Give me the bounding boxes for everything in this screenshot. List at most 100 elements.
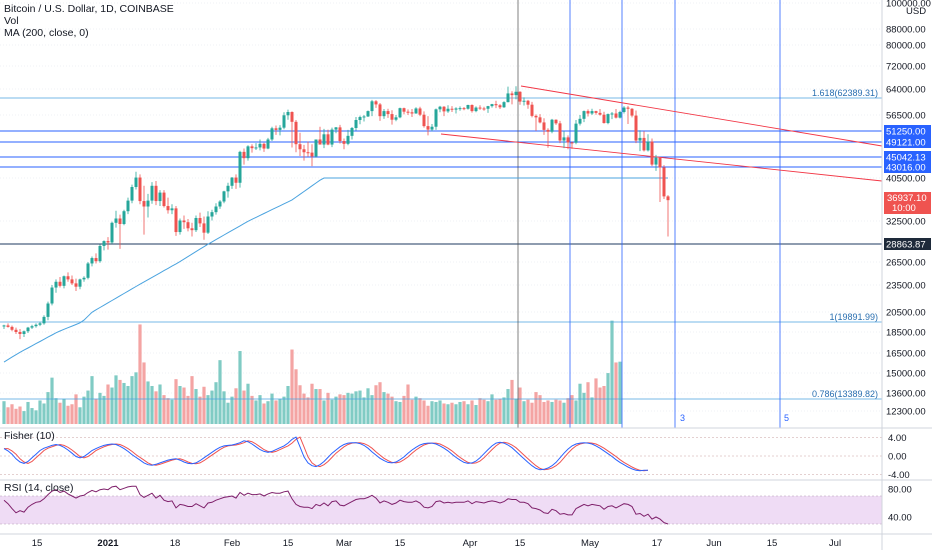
candle-body <box>54 281 58 288</box>
candle-body <box>146 200 150 207</box>
candle-body <box>254 147 258 149</box>
horizontal-levels[interactable] <box>0 97 882 400</box>
candle-body <box>666 196 670 201</box>
volume-bar <box>206 395 210 424</box>
bar-count-marker: 3 <box>680 413 685 423</box>
candle-body <box>270 128 274 140</box>
trend-channel[interactable] <box>440 85 883 182</box>
candle-body <box>174 208 178 233</box>
candle-body <box>534 115 538 118</box>
candle-body <box>410 112 414 114</box>
time-axis[interactable]: 15 2021 18 Feb 15 Mar 15 Apr 15 May 17 Jun 15 Jul <box>32 538 841 549</box>
volume-bar <box>478 398 482 424</box>
candle-body <box>190 228 194 231</box>
volume-bar <box>346 392 350 424</box>
volume-bar <box>414 396 418 424</box>
volume-bar <box>22 411 26 424</box>
price-level-tag[interactable] <box>884 136 931 148</box>
volume-bar <box>186 395 190 424</box>
volume-bar <box>378 382 382 424</box>
candle-body <box>626 107 630 109</box>
candle-body <box>558 123 562 141</box>
trendline-lower[interactable] <box>440 133 883 182</box>
volume-bar <box>490 394 494 424</box>
candles <box>2 86 670 340</box>
vol-legend[interactable]: Vol <box>4 15 19 27</box>
price-tick-label: 12300.00 <box>886 407 926 418</box>
current-price-tag[interactable] <box>884 192 931 214</box>
candle-body <box>394 117 398 120</box>
ma-legend[interactable]: MA (200, close, 0) <box>4 27 89 39</box>
volume-bars <box>2 320 622 424</box>
volume-bar <box>182 387 186 424</box>
vertical-lines[interactable] <box>517 0 781 428</box>
price-axis[interactable]: 100000.00 88000.00 80000.00 72000.00 64000.0… <box>884 0 931 524</box>
candle-body <box>6 325 10 327</box>
price-level-tag-text: 51250.00 <box>886 127 926 138</box>
volume-bar <box>290 349 294 424</box>
volume-bar <box>394 401 398 424</box>
trendline-upper[interactable] <box>520 85 883 147</box>
candle-body <box>130 187 134 201</box>
fisher-legend[interactable]: Fisher (10) <box>4 430 55 442</box>
time-tick-label: Mar <box>336 538 352 549</box>
rsi-legend[interactable]: RSI (14, close) <box>4 482 74 494</box>
candle-body <box>582 111 586 119</box>
price-level-tag-text: 45042.13 <box>886 153 926 164</box>
candle-body <box>642 137 646 151</box>
candle-body <box>334 127 338 130</box>
volume-bar <box>614 362 618 424</box>
fisher-indicator <box>0 436 882 475</box>
symbol-title[interactable]: Bitcoin / U.S. Dollar, 1D, COINBASE <box>4 3 174 15</box>
candle-body <box>74 283 78 287</box>
candle-body <box>506 93 510 103</box>
candle-body <box>378 104 382 117</box>
volume-bar <box>62 398 66 424</box>
volume-bar <box>54 398 58 424</box>
volume-bar <box>238 351 242 424</box>
volume-bar <box>554 399 558 424</box>
price-level-tag[interactable] <box>884 125 931 137</box>
volume-bar <box>358 390 362 424</box>
candle-body <box>390 114 394 120</box>
ma-200-line <box>3 177 668 363</box>
time-tick-label: 15 <box>515 538 526 549</box>
price-level-tag[interactable] <box>884 238 931 250</box>
volume-bar <box>142 362 146 424</box>
candle-body <box>14 329 18 332</box>
volume-bar <box>534 392 538 424</box>
candle-body <box>186 222 190 229</box>
candle-body <box>178 220 182 233</box>
candle-body <box>418 108 422 115</box>
volume-bar <box>350 393 354 424</box>
volume-bar <box>462 401 466 424</box>
candle-body <box>150 185 154 201</box>
candle-body <box>606 114 610 124</box>
price-level-tag[interactable] <box>884 161 931 173</box>
price-level-tag[interactable] <box>884 151 931 163</box>
volume-bar <box>338 394 342 424</box>
volume-bar <box>46 392 50 424</box>
candle-body <box>502 102 506 108</box>
candle-body <box>358 117 362 121</box>
candle-body <box>210 212 214 217</box>
candle-body <box>238 151 242 183</box>
candle-body <box>470 104 474 112</box>
candle-body <box>102 241 106 246</box>
level-labels: 1.618(62389.31) 1(19891.99) 0.786(13389.82… <box>680 88 878 423</box>
candle-body <box>538 117 542 123</box>
candle-body <box>62 276 66 286</box>
candle-body <box>602 114 606 124</box>
volume-bar <box>382 392 386 424</box>
candle-body <box>38 323 42 325</box>
candle-body <box>198 217 202 224</box>
volume-bar <box>342 395 346 424</box>
volume-bar <box>286 386 290 424</box>
candle-body <box>662 167 666 197</box>
volume-bar <box>198 396 202 424</box>
candle-body <box>526 100 530 105</box>
time-tick-label: Feb <box>224 538 240 549</box>
volume-bar <box>130 376 134 424</box>
volume-bar <box>322 400 326 424</box>
